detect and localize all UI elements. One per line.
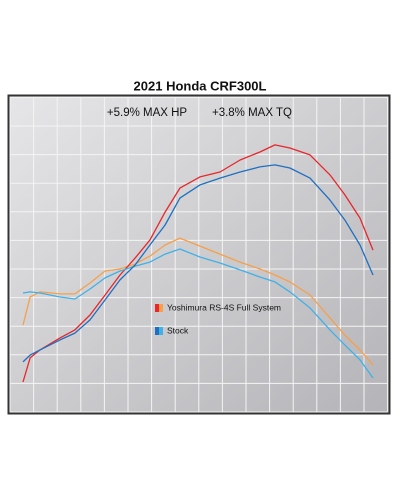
legend-swatch — [159, 327, 163, 335]
legend-label: Stock — [167, 325, 189, 335]
hp-line — [22, 144, 374, 383]
legend-swatch — [155, 327, 159, 335]
annotation: +5.9% MAX HP — [107, 107, 188, 119]
tq-line — [22, 237, 374, 366]
chart-title: 2021 Honda CRF300L — [134, 78, 267, 93]
legend-label: Yoshimura RS-4S Full System — [167, 302, 281, 312]
legend-swatch — [155, 304, 159, 312]
legend-swatch — [159, 304, 163, 312]
annotation: +3.8% MAX TQ — [212, 107, 292, 119]
hp-line — [22, 164, 374, 363]
tq-line — [22, 248, 374, 379]
